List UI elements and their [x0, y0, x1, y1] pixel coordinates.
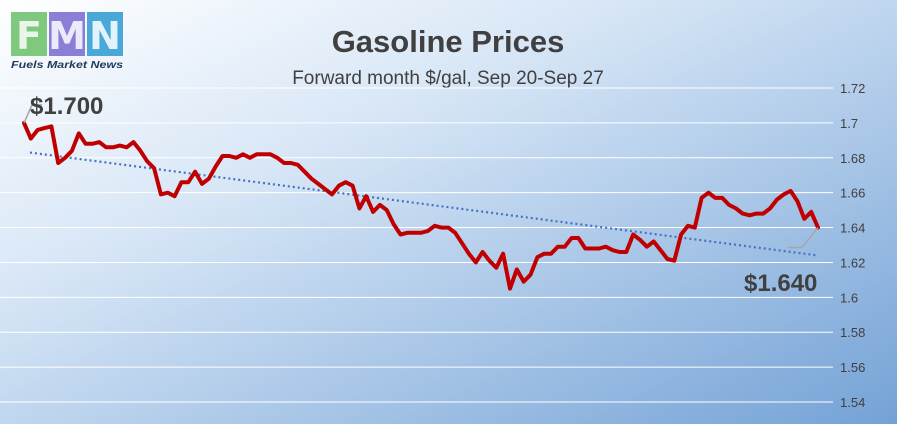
price-series-line: [22, 120, 820, 291]
logo-letter-m: M: [48, 14, 86, 58]
first-value-leader-line: [23, 104, 42, 124]
y-tick-label: 1.7: [840, 116, 858, 131]
last-value-label: $1.640: [744, 270, 817, 297]
logo-wordmark: Fuels Market News: [11, 59, 123, 71]
chart-title: Gasoline Prices: [332, 24, 565, 59]
chart-subtitle: Forward month $/gal, Sep 20-Sep 27: [292, 68, 604, 89]
logo-tile-m: [49, 12, 85, 56]
y-tick-label: 1.56: [840, 360, 865, 375]
y-tick-label: 1.68: [840, 151, 865, 166]
fuels-market-news-logo: F M N Fuels Market News: [11, 12, 123, 71]
price-series-layer: [22, 120, 820, 291]
last-value-leader-line: [788, 227, 819, 249]
annotations-layer: $1.700 $1.640: [23, 93, 819, 297]
y-tick-label: 1.66: [840, 186, 865, 201]
logo-tile-n: [87, 12, 123, 56]
y-tick-label: 1.62: [840, 255, 865, 270]
y-tick-label: 1.72: [840, 81, 865, 96]
y-tick-label: 1.6: [840, 290, 858, 305]
gridlines: [0, 87, 833, 403]
first-value-label: $1.700: [30, 93, 103, 120]
y-axis-tick-labels: 1.72 1.7 1.68 1.66 1.64 1.62 1.6 1.58 1.56 1.54: [840, 81, 865, 410]
logo-letter-f: F: [16, 14, 42, 58]
logo-tile-f: [11, 12, 47, 56]
y-tick-label: 1.58: [840, 325, 865, 340]
y-tick-label: 1.64: [840, 221, 865, 236]
y-tick-label: 1.54: [840, 395, 865, 410]
logo-letter-n: N: [89, 14, 121, 58]
